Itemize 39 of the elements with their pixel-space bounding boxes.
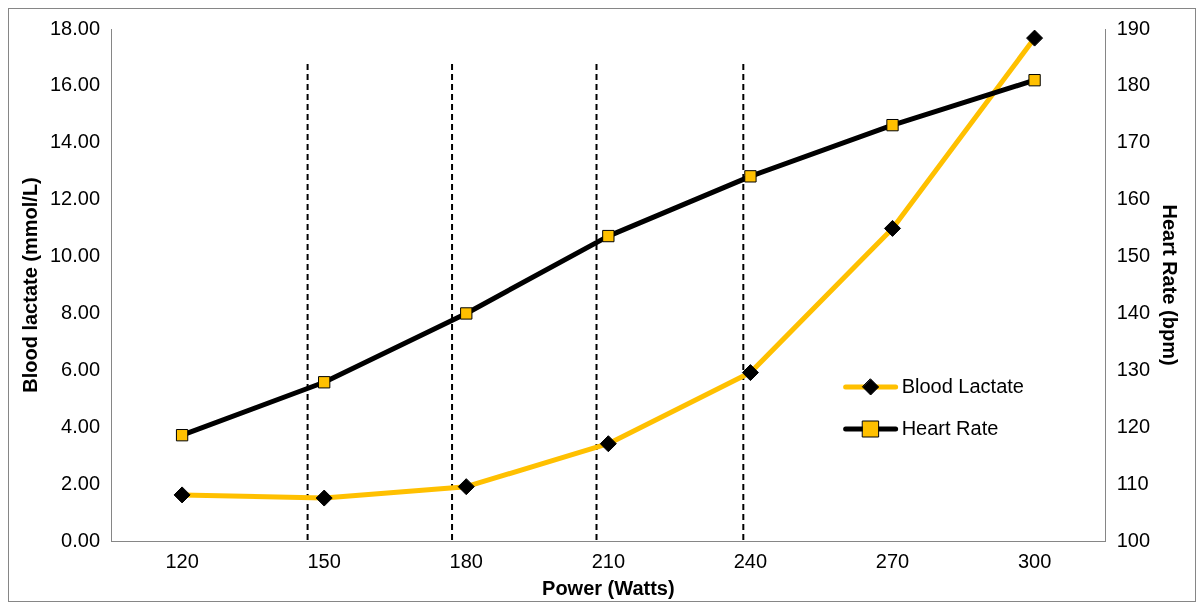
y-tick-label: 12.00: [49, 187, 101, 210]
x-tick-label: 270: [875, 549, 910, 572]
y-axis-title: Blood lactate (mmol/L): [18, 177, 41, 393]
point: [1028, 74, 1041, 87]
point: [744, 170, 757, 183]
y2-tick-label: 190: [1116, 16, 1151, 39]
y2-tick-label: 150: [1116, 244, 1151, 267]
y-tick-label: 0.00: [61, 528, 101, 551]
legend-label: Heart Rate: [901, 416, 999, 439]
y-tick-label: 8.00: [61, 300, 101, 323]
x-tick-label: 210: [591, 549, 626, 572]
y2-tick-label: 140: [1116, 300, 1151, 323]
point: [175, 429, 189, 442]
y-tick-label: 10.00: [49, 244, 101, 267]
x-tick-label: 300: [1017, 549, 1052, 572]
y-tick-label: 6.00: [61, 357, 101, 380]
y2-tick-label: 130: [1116, 357, 1151, 380]
point: [460, 307, 473, 320]
x-tick-label: 180: [449, 549, 483, 572]
y2-tick-label: 120: [1116, 414, 1151, 437]
y2-tick-label: 100: [1116, 528, 1151, 551]
y-tick-label: 16.00: [49, 73, 101, 96]
y-tick-label: 2.00: [61, 471, 101, 494]
y2-tick-label: 110: [1116, 471, 1149, 494]
point: [318, 376, 331, 389]
point: [886, 118, 899, 132]
y-tick-label: 4.00: [61, 414, 101, 437]
y-tick-label: 18.00: [49, 16, 101, 39]
x-tick-label: 150: [307, 549, 341, 572]
point: [602, 229, 615, 243]
y2-tick-label: 180: [1116, 73, 1151, 96]
x-tick-label: 120: [165, 549, 199, 572]
legend-label: Blood Lactate: [901, 374, 1024, 397]
y2-tick-label: 170: [1116, 130, 1151, 153]
x-tick-label: 240: [733, 549, 768, 572]
y-tick-label: 14.00: [49, 130, 101, 153]
y2-tick-label: 160: [1116, 187, 1151, 210]
x-axis-title: Power (Watts): [542, 576, 675, 599]
y2-axis-title: Heart Rate (bpm): [1159, 204, 1182, 366]
